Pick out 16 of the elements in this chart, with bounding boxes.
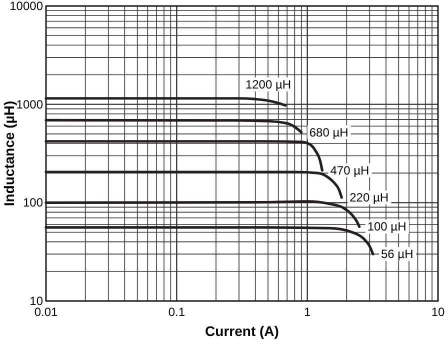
- series-label: 56 µH: [380, 247, 414, 262]
- series-label: 680 µH: [309, 125, 348, 140]
- y-axis-title: Inductance (µH): [1, 100, 17, 206]
- series-label: 470 µH: [330, 163, 370, 178]
- y-tick-label: 1000: [16, 97, 44, 112]
- series-label: 100 µH: [367, 220, 406, 234]
- series-label: 220 µH: [350, 190, 389, 204]
- series-label: 1200 µH: [245, 77, 292, 92]
- x-tick-label: 0.1: [168, 305, 186, 319]
- y-tick-label: 100: [22, 196, 44, 210]
- x-tick-label: 0.01: [34, 305, 58, 319]
- y-tick-label: 10: [30, 294, 44, 308]
- x-tick-label: 1: [304, 305, 311, 319]
- x-tick-label: 10: [431, 305, 445, 319]
- y-tick-label: 10000: [10, 0, 44, 13]
- x-axis-title: Current (A): [205, 323, 279, 339]
